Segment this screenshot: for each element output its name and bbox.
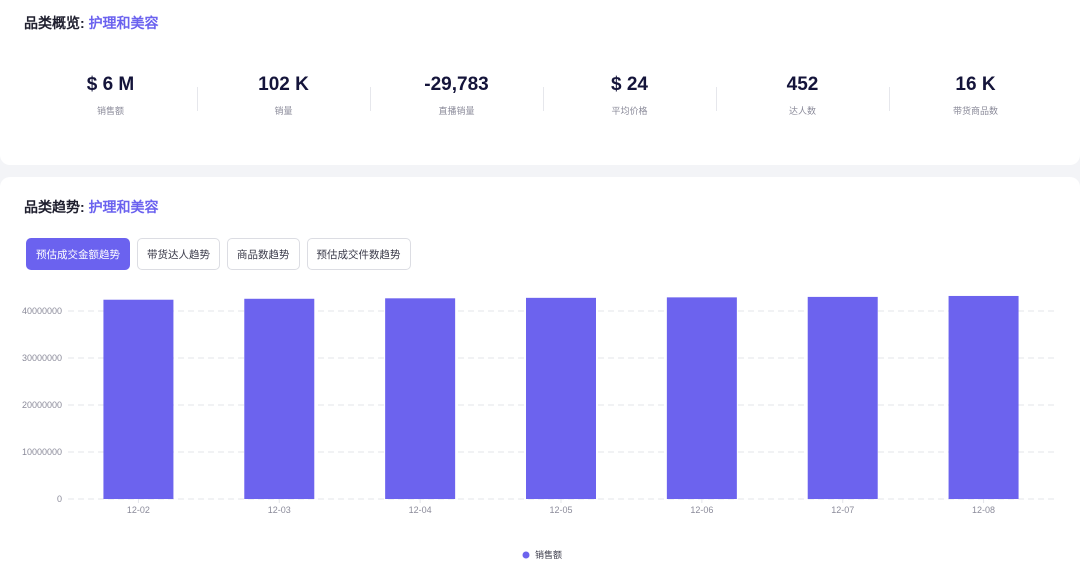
x-tick-label: 12-05 <box>549 505 572 515</box>
overview-category: 护理和美容 <box>88 15 159 31</box>
bar <box>807 296 878 499</box>
bar <box>103 299 174 499</box>
x-tick-label: 12-02 <box>127 505 150 515</box>
trend-category: 护理和美容 <box>88 199 159 215</box>
y-tick-label: 30000000 <box>22 353 62 363</box>
legend-marker <box>522 551 530 559</box>
x-tick-label: 12-08 <box>972 505 995 515</box>
metric-value: 16 K <box>955 74 996 95</box>
sales-bar-chart: 0 10000000 20000000 30000000 40000000 12-02 12… <box>22 295 1054 560</box>
metric-value: $ 6 M <box>86 74 135 95</box>
x-tick-label: 12-04 <box>409 505 432 515</box>
overview-title: 品类概览: 护理和美容 <box>24 13 159 33</box>
metric-value: 102 K <box>258 74 309 95</box>
y-tick-label: 20000000 <box>22 400 62 410</box>
trend-tabs: 预估成交金额趋势 带货达人趋势 商品数趋势 预估成交件数趋势 <box>26 238 411 270</box>
y-tick-label: 0 <box>57 494 62 504</box>
trend-title: 品类趋势: 护理和美容 <box>24 197 159 217</box>
metric-live-volume: -29,783 直播销量 <box>370 73 543 123</box>
x-tick-label: 12-03 <box>268 505 291 515</box>
y-tick-label: 40000000 <box>22 306 62 316</box>
tab-creator-trend[interactable]: 带货达人趋势 <box>137 238 220 270</box>
metric-value: $ 24 <box>611 74 648 95</box>
bar <box>385 298 456 499</box>
trend-title-prefix: 品类趋势: <box>24 199 85 215</box>
metric-label: 带货商品数 <box>952 106 998 116</box>
tab-units-trend[interactable]: 预估成交件数趋势 <box>306 238 411 270</box>
metrics-row: $ 6 M 销售额 102 K 销量 -29,783 直播销量 $ 24 平均价… <box>24 73 1062 123</box>
legend-label: 销售额 <box>535 549 562 560</box>
tab-product-trend[interactable]: 商品数趋势 <box>227 238 300 270</box>
overview-title-prefix: 品类概览: <box>24 15 85 31</box>
bar <box>244 298 315 499</box>
bar <box>666 297 737 499</box>
metric-value: -29,783 <box>424 74 489 95</box>
bar <box>948 295 1019 499</box>
metric-label: 达人数 <box>788 106 816 116</box>
metric-avg-price: $ 24 平均价格 <box>543 73 716 123</box>
metric-volume: 102 K 销量 <box>197 73 370 123</box>
metric-label: 直播销量 <box>438 106 475 116</box>
trend-card: 品类趋势: 护理和美容 预估成交金额趋势 带货达人趋势 商品数趋势 预估成交件数… <box>0 177 1080 577</box>
bar <box>526 297 596 499</box>
x-tick-label: 12-06 <box>690 505 713 515</box>
x-tick-label: 12-07 <box>831 505 854 515</box>
metric-label: 销量 <box>274 106 293 116</box>
y-tick-label: 10000000 <box>22 447 62 457</box>
metric-sales: $ 6 M 销售额 <box>24 73 197 123</box>
metric-creators: 452 达人数 <box>716 73 889 123</box>
metric-value: 452 <box>786 74 819 95</box>
metric-products: 16 K 带货商品数 <box>889 73 1062 123</box>
overview-card: 品类概览: 护理和美容 $ 6 M 销售额 102 K 销量 -29,783 直… <box>0 0 1080 165</box>
metric-label: 平均价格 <box>611 106 648 116</box>
metric-label: 销售额 <box>96 106 124 116</box>
tab-gmv-trend[interactable]: 预估成交金额趋势 <box>26 238 130 270</box>
